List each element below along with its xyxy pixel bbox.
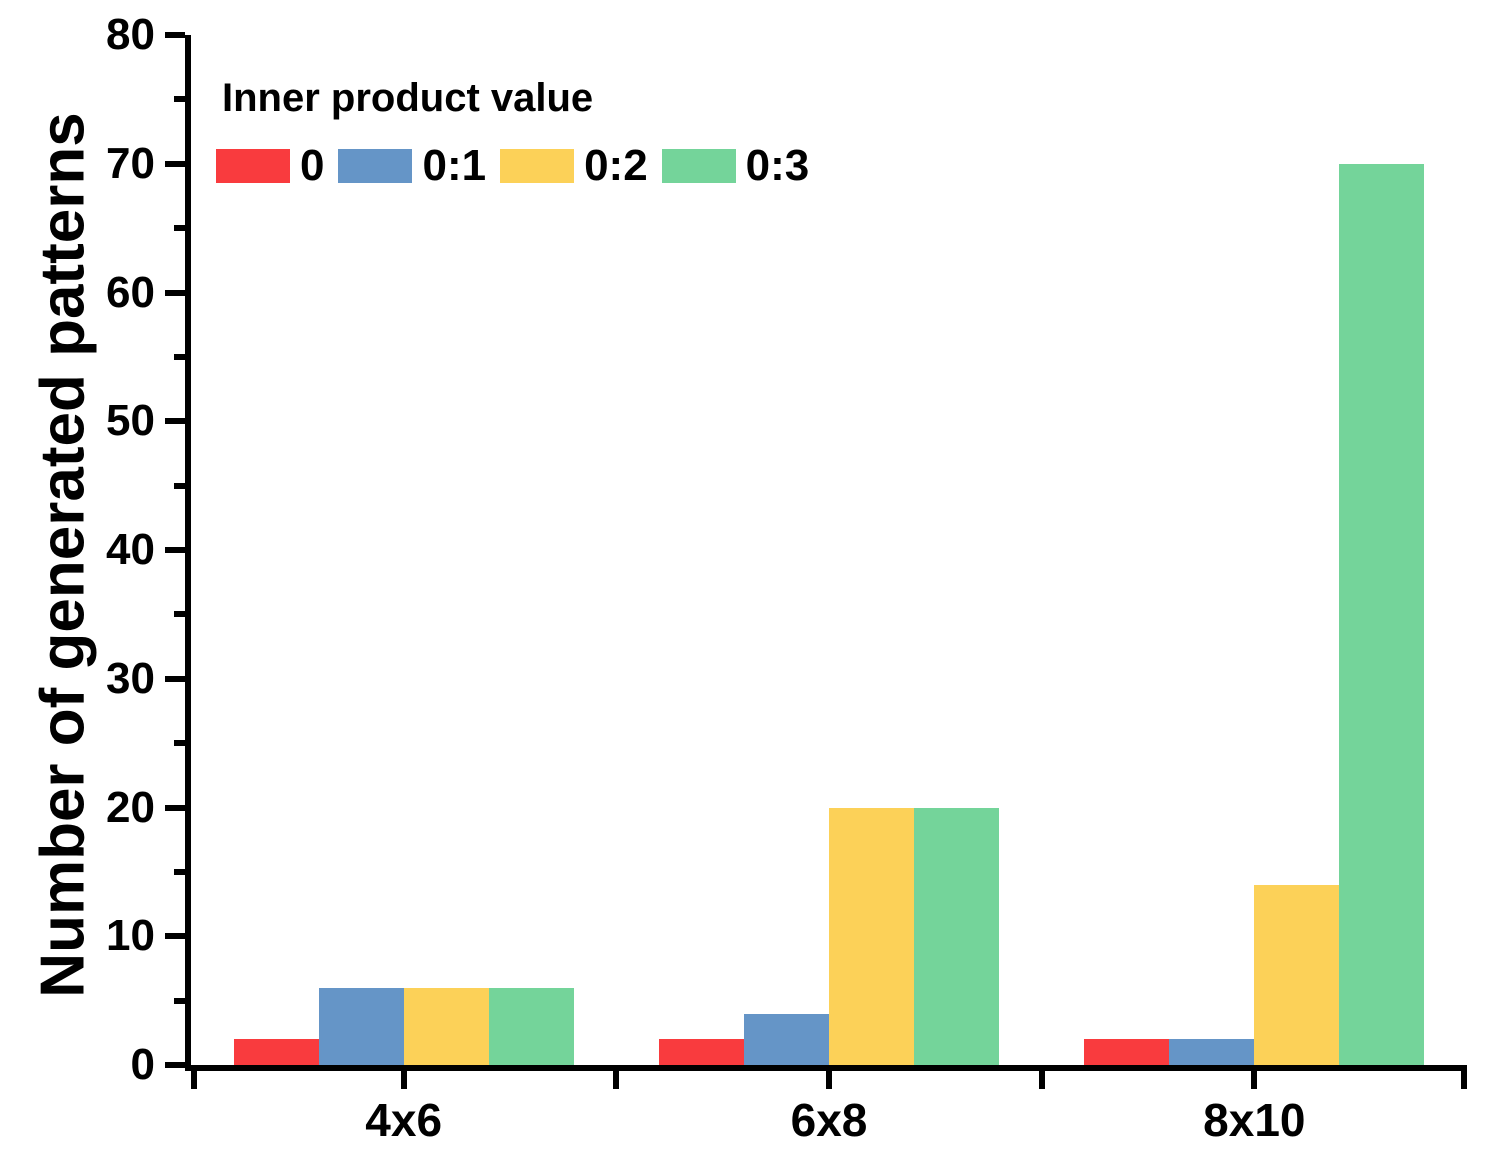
x-axis-major-tick	[400, 1071, 407, 1089]
y-axis-minor-tick	[174, 225, 185, 232]
bar-6x8-0:2	[829, 807, 914, 1065]
x-axis-category-label: 4x6	[365, 1094, 443, 1146]
legend-item: 0	[216, 144, 324, 188]
bar-6x8-0:1	[744, 1013, 829, 1065]
y-axis-tick-label: 0	[130, 1040, 155, 1089]
y-axis-major-tick	[165, 418, 185, 425]
x-axis-boundary-tick	[613, 1071, 620, 1089]
bar-8x10-0	[1084, 1039, 1170, 1065]
legend-item-label: 0:3	[745, 141, 810, 190]
bar-4x6-0:1	[318, 987, 404, 1065]
legend-item: 0:3	[661, 141, 810, 190]
y-axis-major-tick	[165, 1062, 185, 1068]
y-axis-tick-label: 70	[106, 138, 155, 188]
legend-swatch-0	[216, 149, 290, 183]
y-axis-tick-label: 20	[106, 782, 155, 832]
y-axis-minor-tick	[174, 353, 185, 360]
bar-4x6-0	[233, 1039, 319, 1065]
legend-swatch-0:3	[661, 149, 736, 183]
y-axis-tick-label: 10	[106, 911, 155, 961]
y-axis-tick-label: 80	[106, 10, 155, 59]
x-axis-major-tick	[1251, 1071, 1258, 1089]
y-axis-tick-label: 60	[106, 267, 155, 317]
bar-6x8-0:3	[914, 807, 999, 1065]
bar-8x10-0:3	[1339, 163, 1425, 1065]
y-axis-tick-label: 50	[106, 396, 155, 446]
x-axis-category-label: 8x10	[1203, 1094, 1306, 1146]
y-axis-major-tick	[165, 547, 185, 553]
y-axis-major-tick	[165, 933, 185, 940]
legend-items: 0 0:1 0:2 0:3	[216, 144, 823, 188]
y-axis-minor-tick	[174, 997, 185, 1004]
y-axis-minor-tick	[174, 611, 185, 618]
bar-4x6-0:3	[488, 987, 574, 1065]
x-axis-boundary-tick	[1038, 1071, 1045, 1089]
legend-title: Inner product value	[222, 76, 594, 120]
y-axis-minor-tick	[174, 482, 185, 489]
bar-4x6-0:2	[403, 987, 489, 1065]
legend-swatch-0:1	[338, 149, 413, 183]
y-axis-major-tick	[165, 32, 185, 38]
legend-swatch-0:2	[500, 149, 575, 183]
legend-item-label: 0	[300, 141, 325, 190]
bar-6x8-0	[659, 1039, 744, 1065]
legend-item-label: 0:1	[422, 141, 487, 190]
bar-8x10-0:1	[1169, 1039, 1255, 1065]
y-axis-major-tick	[165, 804, 185, 811]
y-axis-major-tick	[165, 160, 185, 167]
y-axis-tick-label: 40	[106, 525, 155, 574]
legend-item: 0:2	[500, 144, 648, 188]
legend: Inner product value 0 0:1 0:2 0:3	[216, 76, 823, 188]
y-axis-minor-tick	[174, 740, 185, 747]
x-axis-major-tick	[826, 1071, 832, 1089]
legend-item: 0:1	[338, 144, 486, 188]
y-axis-major-tick	[165, 289, 185, 296]
y-axis-major-tick	[165, 675, 185, 682]
legend-item-label: 0:2	[584, 141, 648, 190]
y-axis-tick-label: 30	[106, 653, 155, 703]
x-axis-boundary-tick	[191, 1071, 197, 1089]
y-axis-minor-tick	[174, 96, 185, 103]
x-axis-boundary-tick	[1461, 1071, 1467, 1089]
y-axis-minor-tick	[174, 868, 185, 875]
bar-8x10-0:2	[1254, 884, 1340, 1065]
x-axis-category-label: 6x8	[790, 1094, 868, 1146]
plot-area: 0 10 20 30 40 50 60 70 80 4x6 6x8 8x10	[106, 13, 1467, 1143]
